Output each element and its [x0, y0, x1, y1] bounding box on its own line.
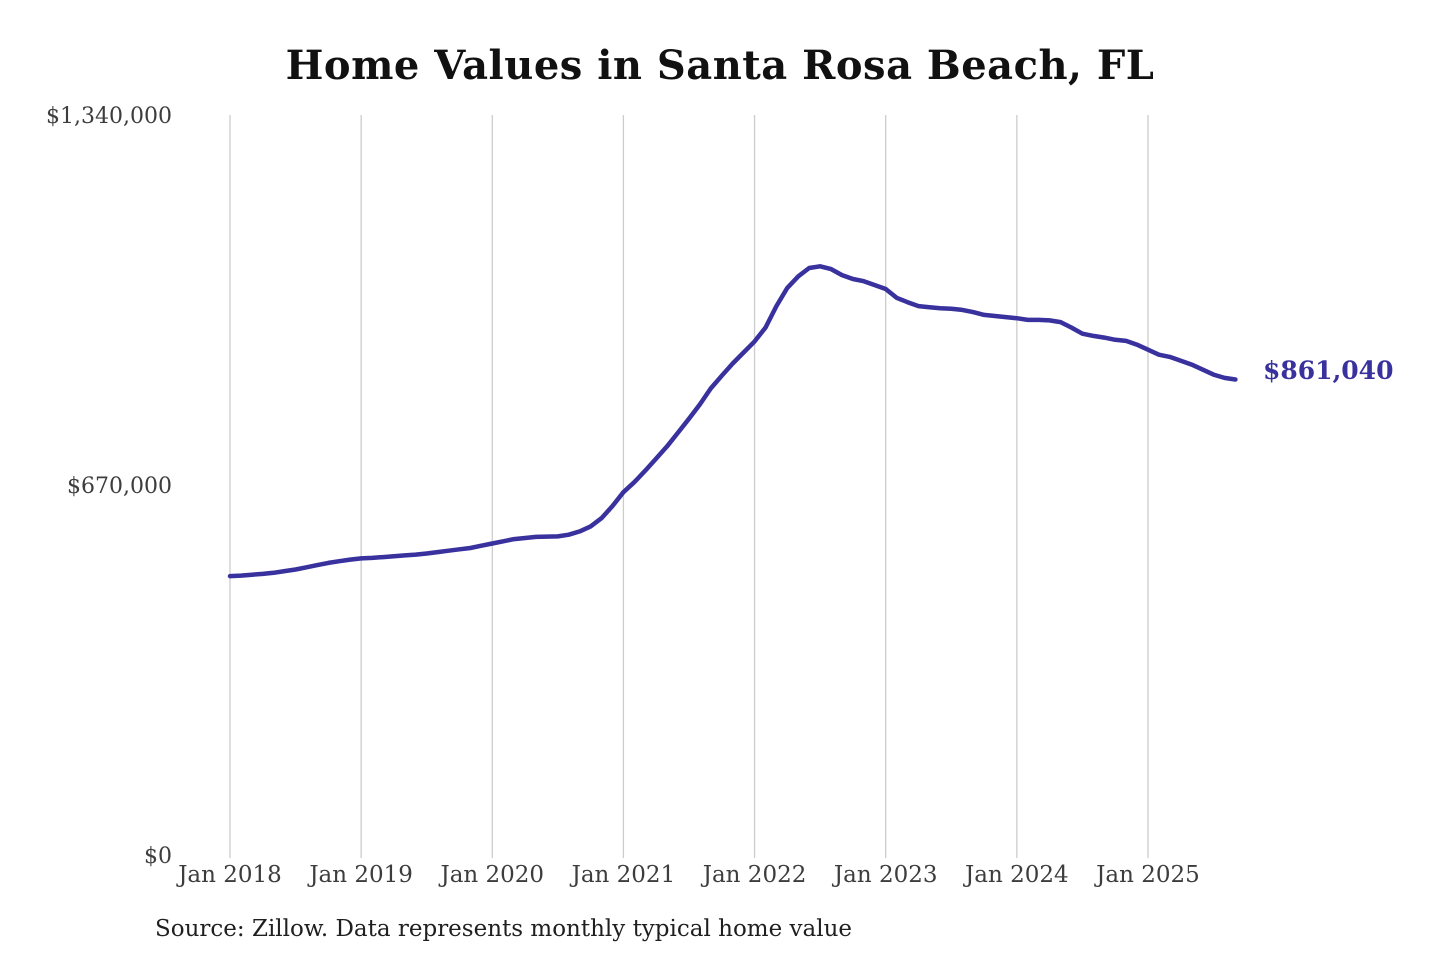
- x-axis-tick-label: Jan 2020: [438, 862, 544, 888]
- gridlines-group: [229, 115, 1149, 858]
- y-axis-tick-label: $1,340,000: [46, 104, 172, 129]
- chart-title: Home Values in Santa Rosa Beach, FL: [285, 42, 1155, 89]
- source-note: Source: Zillow. Data represents monthly …: [155, 916, 853, 942]
- x-axis-tick-label: Jan 2018: [176, 862, 282, 888]
- latest-value-label: $861,040: [1263, 356, 1394, 385]
- x-axis-tick-labels: Jan 2018 Jan 2019 Jan 2020 Jan 2021 Jan 2022…: [176, 862, 1200, 888]
- x-axis-tick-label: Jan 2019: [307, 862, 413, 888]
- y-axis-tick-label: $0: [144, 844, 172, 869]
- x-axis-tick-label: Jan 2022: [701, 862, 807, 888]
- home-value-line: [227, 264, 1238, 579]
- y-axis-tick-labels: $0 $670,000 $1,340,000: [46, 104, 172, 869]
- x-axis-tick-label: Jan 2023: [832, 862, 938, 888]
- x-axis-tick-label: Jan 2021: [570, 862, 676, 888]
- x-axis-tick-label: Jan 2024: [963, 862, 1069, 888]
- x-axis-tick-label: Jan 2025: [1094, 862, 1200, 888]
- y-axis-tick-label: $670,000: [67, 474, 172, 499]
